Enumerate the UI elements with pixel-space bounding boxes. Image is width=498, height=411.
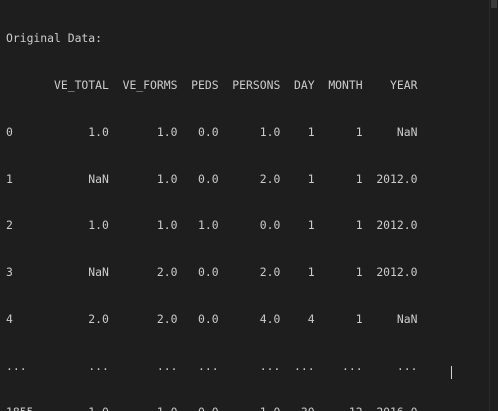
original-table-header: VE_TOTAL VE_FORMS PEDS PERSONS DAY MONTH… — [6, 77, 418, 92]
scrollbar-thumb[interactable] — [491, 0, 497, 8]
original-table-ellipsis-row: ... ... ... ... ... ... ... ... — [6, 358, 418, 373]
vertical-scrollbar[interactable] — [489, 0, 498, 411]
original-table-row: 1855 1.0 1.0 0.0 1.0 30 12 2016.0 — [6, 405, 490, 411]
original-table-row: 3 NaN 2.0 0.0 2.0 1 1 2012.0 — [6, 265, 418, 280]
original-data-heading: Original Data: — [6, 31, 103, 46]
original-table-row: 2 1.0 1.0 1.0 0.0 1 1 2012.0 — [6, 218, 418, 233]
original-table-row: 4 2.0 2.0 0.0 4.0 4 1 NaN — [6, 311, 418, 326]
text-cursor — [451, 366, 452, 379]
original-table-row: 1 NaN 1.0 0.0 2.0 1 1 2012.0 — [6, 171, 418, 186]
original-table-row: 0 1.0 1.0 0.0 1.0 1 1 NaN — [6, 124, 418, 139]
